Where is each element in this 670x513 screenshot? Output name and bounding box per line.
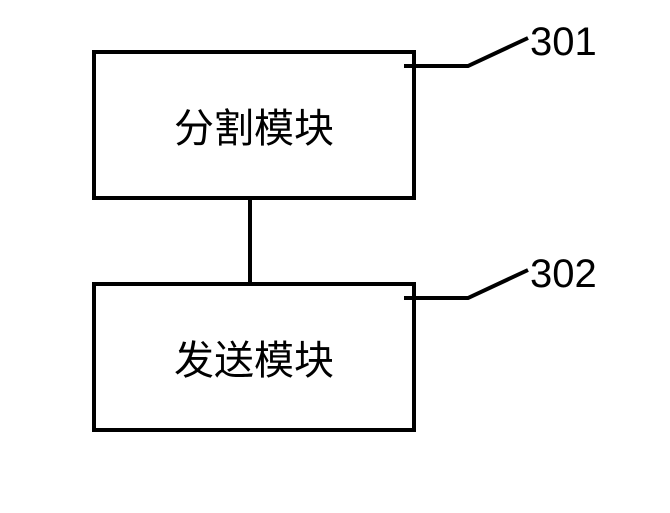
edge-segmentation-module-sending-module	[0, 0, 670, 513]
